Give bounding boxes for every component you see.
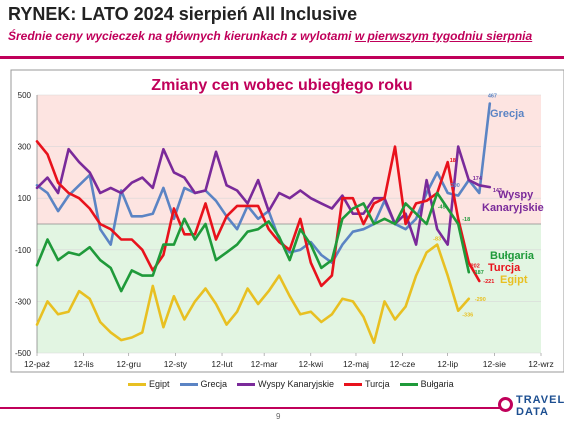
- x-tick-label: 12-maj: [343, 359, 369, 369]
- x-tick-label: 12-sie: [483, 359, 506, 369]
- page-title: RYNEK: LATO 2024 sierpień All Inclusive: [8, 4, 358, 24]
- series-end-label: Bułgaria: [490, 250, 535, 262]
- subtitle-main: Średnie ceny wycieczek na głównych kieru…: [8, 29, 355, 43]
- legend-item: Turcja: [343, 377, 390, 391]
- travel-data-logo: TRAVEL DATA: [498, 394, 564, 421]
- data-label: 143: [493, 188, 502, 194]
- legend-swatch: [128, 382, 146, 386]
- y-tick-label: -300: [15, 297, 32, 306]
- data-labels: 467 200 174 143 18 -202 -221 -45 -18 -187 -83 -336 -…: [433, 94, 502, 319]
- data-label: -187: [473, 270, 484, 276]
- x-tick-label: 12-wrz: [528, 359, 554, 369]
- header-divider: [0, 56, 564, 59]
- legend-swatch: [179, 382, 198, 386]
- x-tick-label: 12-gru: [116, 359, 141, 369]
- x-tick-label: 12-paź: [24, 359, 50, 369]
- x-tick-label: 12-cze: [390, 359, 416, 369]
- series-line-wyspy-kanaryjskie: [35, 145, 492, 246]
- footer-divider: [0, 407, 500, 409]
- data-label: -45: [438, 205, 446, 211]
- data-label: -18: [462, 217, 470, 223]
- background-band: [37, 95, 541, 224]
- legend-swatch: [399, 382, 418, 386]
- series-end-label: Turcja: [488, 262, 521, 274]
- y-tick-label: 300: [18, 143, 32, 152]
- legend-item: Grecja: [179, 377, 228, 391]
- data-label: -336: [462, 313, 473, 319]
- y-axis-ticks: 500 300 100 -100 -300 -500: [15, 91, 32, 358]
- y-tick-label: 500: [18, 91, 32, 100]
- legend-item: Wyspy Kanaryjskie: [237, 377, 334, 391]
- x-tick-label: 12-lut: [211, 359, 233, 369]
- x-tick-label: 12-lis: [73, 359, 93, 369]
- logo-line2: DATA: [516, 406, 549, 418]
- legend-item: Egipt: [128, 377, 170, 391]
- x-axis-ticks: 12-paź 12-lis 12-gru 12-sty 12-lut 12-mar 12-k…: [24, 353, 554, 369]
- data-label: -290: [475, 297, 486, 303]
- legend-label: Wyspy Kanaryjskie: [258, 379, 334, 389]
- x-tick-label: 12-kwi: [299, 359, 324, 369]
- legend-label: Bułgaria: [420, 379, 454, 389]
- data-label: 174: [473, 176, 483, 182]
- series-line-egipt: [35, 243, 471, 345]
- data-label: 18: [450, 158, 456, 164]
- legend-swatch: [237, 382, 256, 386]
- page-subtitle: Średnie ceny wycieczek na głównych kieru…: [8, 29, 532, 43]
- y-tick-label: -100: [15, 246, 32, 255]
- page-number: 9: [276, 412, 281, 421]
- data-label: -202: [469, 264, 480, 270]
- logo-line1: TRAVEL: [516, 394, 564, 406]
- chart-title: Zmiany cen wobec ubiegłego roku: [151, 77, 412, 94]
- legend-label: Egipt: [149, 379, 170, 389]
- data-label: 467: [488, 94, 497, 100]
- legend-swatch: [343, 382, 362, 386]
- series-line-bułgaria: [35, 191, 471, 293]
- series-lines: [35, 102, 492, 345]
- x-tick-label: 12-sty: [164, 359, 188, 369]
- legend-label: Turcja: [364, 379, 390, 389]
- x-tick-label: 12-mar: [251, 359, 278, 369]
- y-tick-label: -500: [15, 349, 32, 358]
- subtitle-underlined: w pierwszym tygodniu sierpnia: [354, 29, 533, 43]
- legend-item: Bułgaria: [399, 377, 454, 391]
- chart-legend: Egipt Grecja Wyspy Kanaryjskie Turcja Bułgar…: [128, 377, 454, 391]
- logo-mark-icon: [498, 397, 513, 412]
- data-label: 200: [451, 183, 460, 189]
- series-end-label: Kanaryjskie: [482, 202, 544, 214]
- series-line-turcja: [35, 140, 481, 288]
- price-change-chart: 500 300 100 -100 -300 -500 12-paź 12-lis 12-gru…: [10, 69, 564, 373]
- data-label: -221: [483, 279, 494, 285]
- data-label: -83: [433, 237, 441, 243]
- series-end-label: Wyspy: [498, 189, 534, 201]
- series-end-label: Grecja: [490, 108, 525, 120]
- legend-label: Grecja: [200, 379, 228, 389]
- series-end-label: Egipt: [500, 274, 528, 286]
- x-tick-label: 12-lip: [437, 359, 458, 369]
- y-tick-label: 100: [18, 194, 32, 203]
